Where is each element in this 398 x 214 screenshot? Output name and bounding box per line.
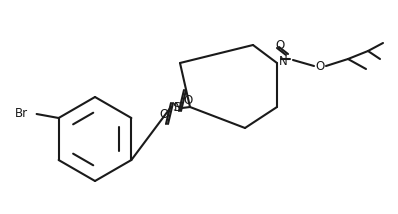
Text: S: S <box>172 101 180 113</box>
Text: O: O <box>275 39 285 52</box>
Text: Br: Br <box>14 107 27 119</box>
Text: N: N <box>279 55 288 67</box>
Text: O: O <box>183 94 193 107</box>
Text: N: N <box>174 101 183 113</box>
Text: O: O <box>315 59 325 73</box>
Text: O: O <box>159 107 169 120</box>
